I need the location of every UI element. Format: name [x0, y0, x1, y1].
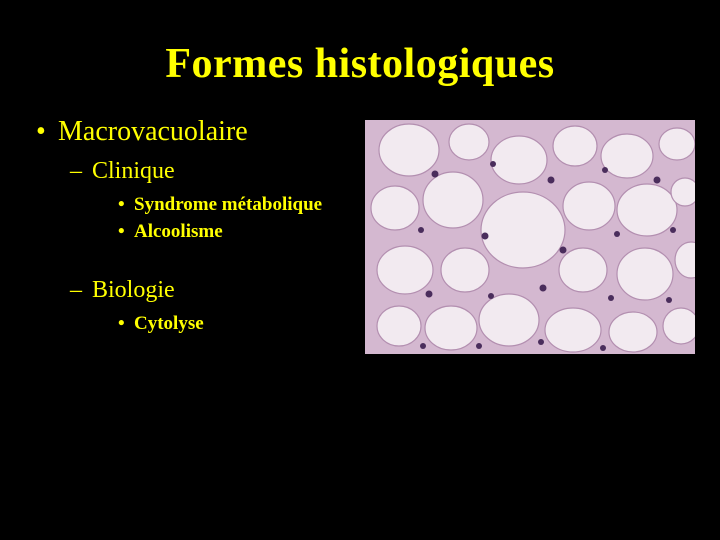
text-column: Macrovacuolaire Clinique Syndrome métabo… [30, 116, 345, 344]
vacuole [553, 126, 597, 166]
vacuole [663, 308, 695, 344]
slide-title: Formes histologiques [30, 40, 690, 88]
nucleus [538, 339, 544, 345]
vacuole [425, 306, 477, 350]
nucleus [420, 343, 426, 349]
vacuole [491, 136, 547, 184]
nucleus [476, 343, 482, 349]
bullet-list-lvl1: Macrovacuolaire Clinique Syndrome métabo… [30, 116, 345, 336]
vacuole [659, 128, 695, 160]
nucleus [490, 161, 496, 167]
nucleus [670, 227, 676, 233]
vacuole [479, 294, 539, 346]
nucleus [608, 295, 614, 301]
bullet-lvl3-item: Syndrome métabolique [92, 194, 345, 217]
bullet-lvl2-item: Clinique Syndrome métabolique Alcoolisme [58, 158, 345, 243]
vacuole [441, 248, 489, 292]
image-column [365, 116, 695, 354]
bullet-lvl3-item: Cytolyse [92, 313, 345, 336]
content-row: Macrovacuolaire Clinique Syndrome métabo… [30, 116, 690, 354]
bullet-lvl2-text: Clinique [92, 158, 175, 184]
nucleus [482, 233, 489, 240]
nucleus [666, 297, 672, 303]
nucleus [426, 291, 433, 298]
vacuole [559, 248, 607, 292]
vacuole [671, 178, 695, 206]
nucleus [548, 177, 555, 184]
nucleus [488, 293, 494, 299]
nucleus [654, 177, 661, 184]
vacuole [601, 134, 653, 178]
nucleus [418, 227, 424, 233]
bullet-lvl3-item: Alcoolisme [92, 221, 345, 244]
vacuole [617, 184, 677, 236]
vacuole [481, 192, 565, 268]
bullet-lvl1-item: Macrovacuolaire Clinique Syndrome métabo… [30, 116, 345, 336]
vacuole [423, 172, 483, 228]
vacuole [617, 248, 673, 300]
nucleus [602, 167, 608, 173]
bullet-lvl2-item: Biologie Cytolyse [58, 277, 345, 335]
vacuole [377, 306, 421, 346]
bullet-list-lvl3: Cytolyse [92, 313, 345, 336]
bullet-lvl3-text: Cytolyse [134, 313, 204, 334]
vacuole [609, 312, 657, 352]
vacuole [545, 308, 601, 352]
nucleus [540, 285, 547, 292]
histology-image [365, 120, 695, 354]
bullet-list-lvl3: Syndrome métabolique Alcoolisme [92, 194, 345, 244]
slide: Formes histologiques Macrovacuolaire Cli… [0, 0, 720, 540]
vacuole [371, 186, 419, 230]
bullet-lvl3-text: Syndrome métabolique [134, 194, 322, 215]
nucleus [560, 247, 567, 254]
histology-svg [365, 120, 695, 354]
vacuole [379, 124, 439, 176]
bullet-list-lvl2: Clinique Syndrome métabolique Alcoolisme [58, 158, 345, 336]
bullet-lvl3-text: Alcoolisme [134, 221, 223, 242]
vacuole [563, 182, 615, 230]
nucleus [600, 345, 606, 351]
bullet-lvl1-text: Macrovacuolaire [58, 116, 248, 147]
nucleus [432, 171, 439, 178]
vacuole [377, 246, 433, 294]
nucleus [614, 231, 620, 237]
bullet-lvl2-text: Biologie [92, 277, 175, 303]
vacuole [449, 124, 489, 160]
